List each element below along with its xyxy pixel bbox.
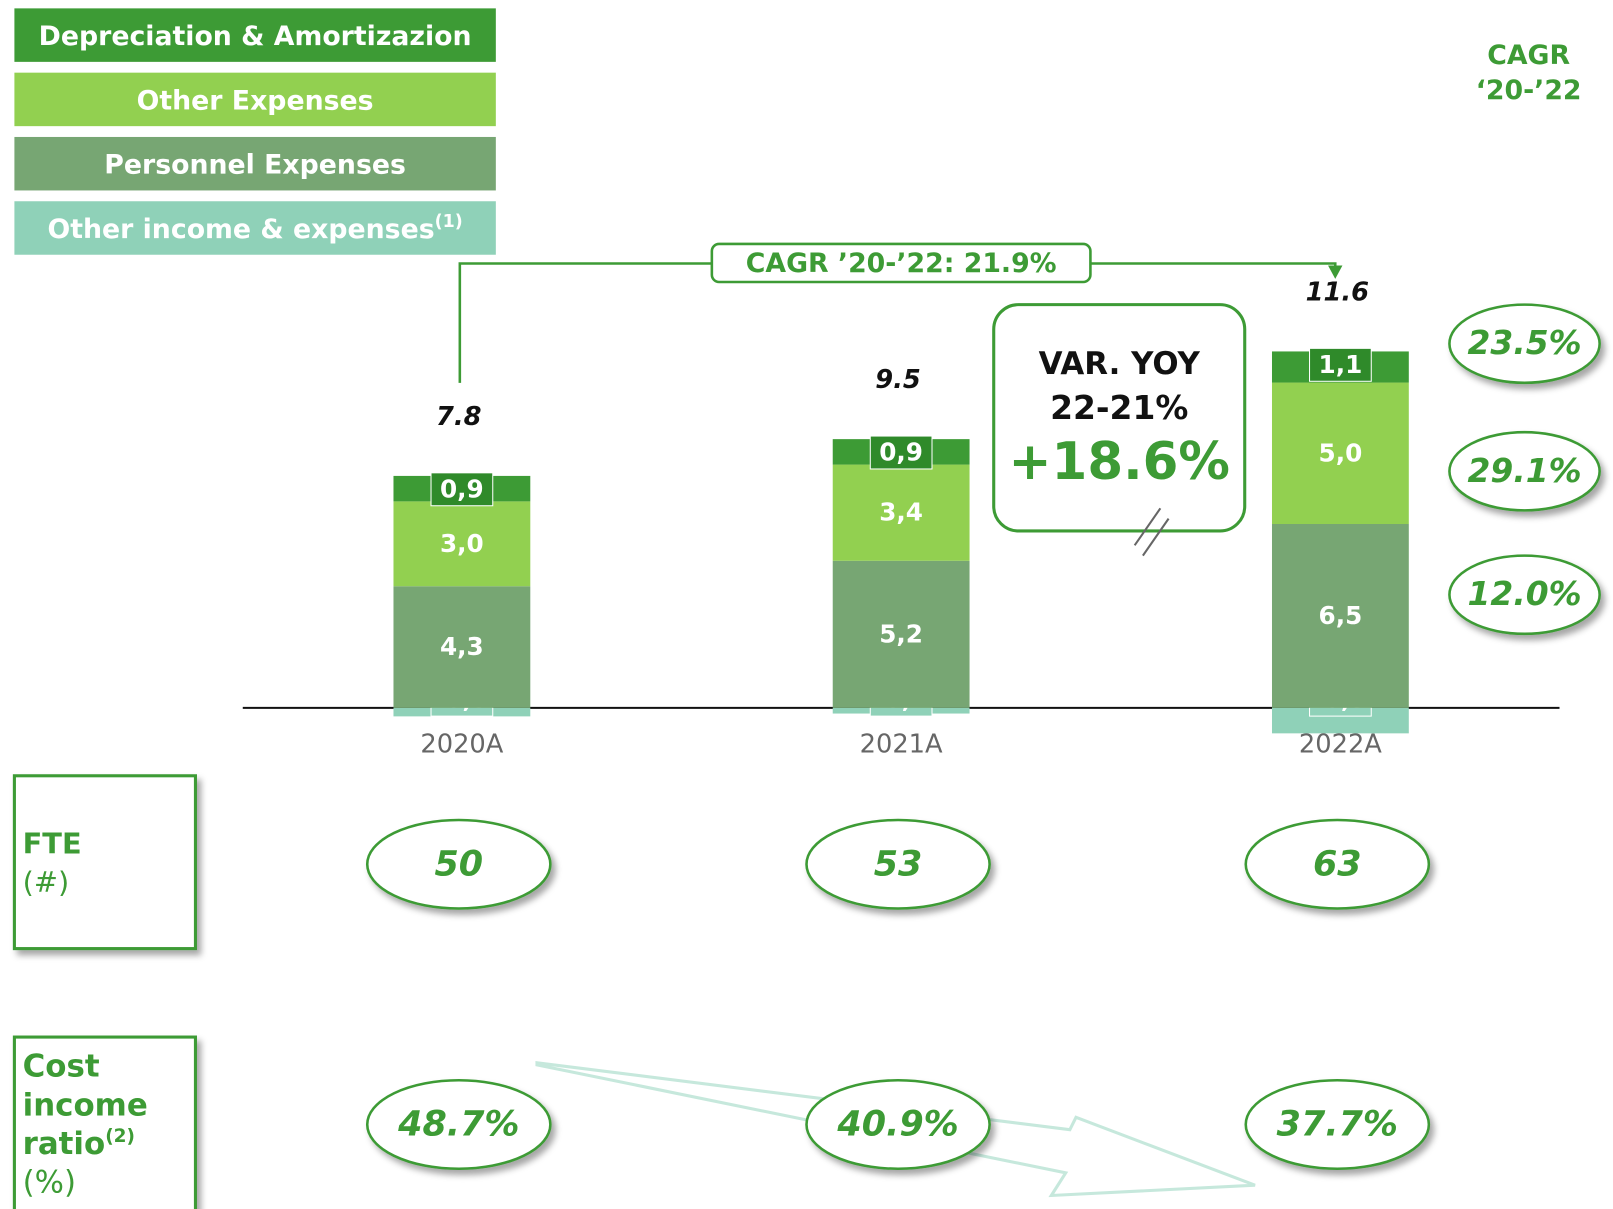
x-tick-label: 2020A <box>420 729 503 759</box>
legend-label: Other Expenses <box>137 85 374 116</box>
cagr-ellipse <box>1448 554 1601 636</box>
legend-label: Other income & expenses <box>47 214 434 245</box>
note-marker: (2) <box>105 1126 135 1147</box>
bar-segment <box>1271 382 1409 525</box>
label-box <box>869 435 933 470</box>
x-tick-label: 2021A <box>860 729 943 759</box>
legend-swatch <box>14 201 496 255</box>
total-label: 11.6 <box>1306 277 1369 307</box>
cagr-total: CAGR ’20-’22: 21.9% <box>746 248 1057 279</box>
cagr-label: 23.5% <box>1467 323 1581 362</box>
total-label: 9.5 <box>875 365 921 395</box>
yoy-period: 22-21% <box>1050 388 1188 427</box>
cagr-header: ‘20-’22 <box>1476 75 1582 106</box>
legend-label: Depreciation & Amortizazion <box>39 21 472 52</box>
kpi-ellipse <box>365 818 552 910</box>
kpi-value: 50 <box>434 844 483 884</box>
kpi-value: 53 <box>874 844 923 884</box>
kpi-value: 48.7% <box>397 1105 519 1145</box>
cagr-ellipse <box>1448 303 1601 385</box>
value-label: 6,5 <box>1319 601 1363 630</box>
yoy-value: +18.6% <box>1008 432 1229 492</box>
cagr-header: CAGR <box>1487 40 1570 71</box>
label-box <box>430 472 494 507</box>
bar-segment <box>393 501 531 587</box>
legend-label: Personnel Expenses <box>104 149 406 180</box>
legend-label: Other income & expenses(1) <box>47 212 462 245</box>
kpi-value: 40.9% <box>836 1105 958 1145</box>
total-label: 7.8 <box>436 402 482 432</box>
value-label: 3,4 <box>879 498 923 527</box>
trend-arrow <box>535 1061 1256 1198</box>
legend-label: Depreciation & Amortizazion <box>39 21 472 52</box>
yoy-title: VAR. YOY <box>1039 346 1201 382</box>
kpi-ellipse <box>805 1078 991 1171</box>
bar-segment <box>832 464 970 561</box>
kpi-ellipse <box>1244 1078 1431 1171</box>
kpi-value: 37.7% <box>1277 1105 1398 1145</box>
legend-label: Personnel Expenses <box>104 149 406 180</box>
value-label: 5,0 <box>1319 438 1363 467</box>
value-label: 0,9 <box>440 474 484 503</box>
cir-box <box>12 1035 197 1209</box>
kpi-ellipse <box>805 818 991 910</box>
legend-label: Other Expenses <box>137 85 374 116</box>
cir-unit: (%) <box>23 1165 76 1201</box>
value-label: 1,1 <box>1319 350 1363 379</box>
value-label: 0,9 <box>879 438 923 467</box>
cir-label: Cost <box>23 1048 100 1084</box>
legend-swatch <box>14 136 496 191</box>
kpi-value: 63 <box>1313 844 1362 884</box>
bar-segment <box>832 560 970 708</box>
cagr-label: 29.1% <box>1467 451 1581 490</box>
fte-box <box>12 774 197 951</box>
cagr-box <box>710 242 1092 284</box>
note-marker: (1) <box>435 212 463 232</box>
cagr-ellipse <box>1448 430 1601 512</box>
value-label: 4,3 <box>440 632 484 661</box>
arrow-head <box>1328 265 1343 279</box>
fte-label: FTE <box>23 827 82 861</box>
legend-swatch <box>14 8 496 62</box>
yoy-box <box>992 303 1247 533</box>
kpi-ellipse <box>1244 818 1431 910</box>
label-box <box>1309 347 1372 382</box>
cir-label: income <box>23 1088 148 1124</box>
fte-unit: (#) <box>23 865 70 899</box>
cir-label: ratio(2) <box>23 1126 135 1162</box>
cagr-label: 12.0% <box>1467 574 1581 613</box>
bar-segment <box>393 586 531 708</box>
x-tick-label: 2022A <box>1299 729 1382 759</box>
cir-label: ratio <box>23 1126 106 1162</box>
kpi-ellipse <box>365 1078 552 1171</box>
break-mark <box>1133 507 1170 557</box>
value-label: 5,2 <box>879 619 923 648</box>
legend-swatch <box>14 72 496 127</box>
bar-segment <box>1271 524 1409 708</box>
value-label: 3,0 <box>440 529 484 558</box>
